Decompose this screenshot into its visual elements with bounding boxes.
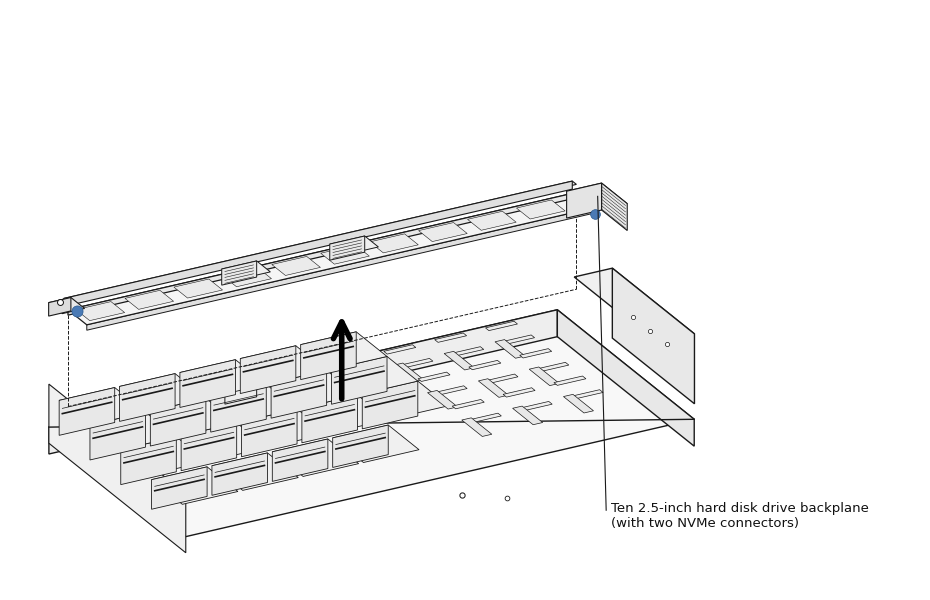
Polygon shape: [49, 310, 694, 536]
Polygon shape: [174, 279, 222, 298]
Polygon shape: [48, 298, 71, 316]
Polygon shape: [462, 418, 492, 436]
Polygon shape: [152, 467, 238, 505]
Polygon shape: [271, 370, 357, 408]
Polygon shape: [503, 388, 535, 397]
Polygon shape: [181, 423, 236, 470]
Polygon shape: [300, 332, 356, 380]
Polygon shape: [179, 359, 235, 407]
Polygon shape: [330, 236, 379, 255]
Polygon shape: [384, 345, 416, 354]
Polygon shape: [495, 340, 525, 358]
Polygon shape: [470, 413, 501, 422]
Polygon shape: [64, 181, 577, 302]
Polygon shape: [566, 183, 602, 218]
Polygon shape: [502, 335, 535, 344]
Polygon shape: [478, 379, 509, 397]
Polygon shape: [181, 423, 268, 460]
Text: Ten 2.5-inch hard disk drive backplane
(with two NVMe connectors): Ten 2.5-inch hard disk drive backplane (…: [611, 502, 869, 530]
Polygon shape: [418, 223, 467, 242]
Polygon shape: [321, 245, 369, 264]
Polygon shape: [302, 395, 357, 443]
Polygon shape: [221, 261, 271, 280]
Polygon shape: [300, 332, 387, 369]
Polygon shape: [333, 425, 388, 467]
Polygon shape: [331, 356, 387, 404]
Polygon shape: [225, 365, 281, 391]
Polygon shape: [564, 394, 593, 413]
Polygon shape: [520, 401, 552, 411]
Polygon shape: [516, 200, 565, 219]
Polygon shape: [64, 181, 572, 307]
Polygon shape: [428, 391, 458, 409]
Polygon shape: [333, 425, 419, 463]
Polygon shape: [529, 367, 559, 386]
Polygon shape: [485, 321, 517, 331]
Polygon shape: [418, 372, 450, 382]
Polygon shape: [272, 439, 328, 481]
Polygon shape: [363, 381, 448, 419]
Polygon shape: [393, 363, 423, 382]
Polygon shape: [537, 362, 569, 371]
Polygon shape: [602, 183, 627, 230]
Polygon shape: [486, 374, 518, 383]
Polygon shape: [272, 439, 359, 476]
Polygon shape: [302, 395, 388, 433]
Polygon shape: [60, 388, 114, 436]
Polygon shape: [179, 359, 266, 397]
Polygon shape: [76, 302, 125, 320]
Polygon shape: [151, 398, 236, 436]
Polygon shape: [211, 385, 297, 422]
Polygon shape: [125, 290, 174, 310]
Polygon shape: [434, 333, 467, 343]
Polygon shape: [49, 310, 557, 454]
Polygon shape: [211, 385, 266, 432]
Polygon shape: [60, 388, 145, 425]
Polygon shape: [574, 268, 695, 343]
Polygon shape: [369, 234, 418, 253]
Polygon shape: [240, 346, 296, 394]
Polygon shape: [452, 347, 484, 356]
Polygon shape: [469, 361, 501, 370]
Polygon shape: [90, 412, 145, 460]
Polygon shape: [271, 370, 326, 418]
Polygon shape: [90, 412, 177, 449]
Polygon shape: [240, 346, 326, 383]
Polygon shape: [120, 374, 206, 411]
Polygon shape: [223, 268, 272, 287]
Polygon shape: [49, 384, 186, 553]
Polygon shape: [445, 352, 474, 370]
Polygon shape: [566, 183, 627, 212]
Polygon shape: [468, 211, 516, 230]
Polygon shape: [571, 390, 603, 399]
Polygon shape: [212, 453, 268, 496]
Polygon shape: [68, 193, 595, 325]
Polygon shape: [120, 374, 175, 421]
Polygon shape: [48, 298, 85, 314]
Polygon shape: [242, 409, 328, 446]
Polygon shape: [225, 365, 257, 404]
Polygon shape: [401, 358, 432, 368]
Polygon shape: [557, 310, 694, 446]
Polygon shape: [331, 356, 418, 394]
Polygon shape: [520, 349, 551, 358]
Polygon shape: [68, 193, 577, 315]
Polygon shape: [435, 386, 467, 395]
Polygon shape: [121, 437, 177, 485]
Polygon shape: [221, 261, 257, 285]
Polygon shape: [330, 236, 365, 260]
Polygon shape: [151, 398, 206, 446]
Polygon shape: [363, 381, 418, 429]
Polygon shape: [554, 376, 586, 385]
Polygon shape: [612, 268, 695, 404]
Polygon shape: [86, 208, 595, 330]
Polygon shape: [272, 256, 321, 275]
Polygon shape: [121, 437, 207, 474]
Polygon shape: [512, 406, 543, 425]
Polygon shape: [242, 409, 297, 457]
Polygon shape: [152, 467, 207, 509]
Polygon shape: [452, 400, 485, 409]
Polygon shape: [212, 453, 299, 490]
